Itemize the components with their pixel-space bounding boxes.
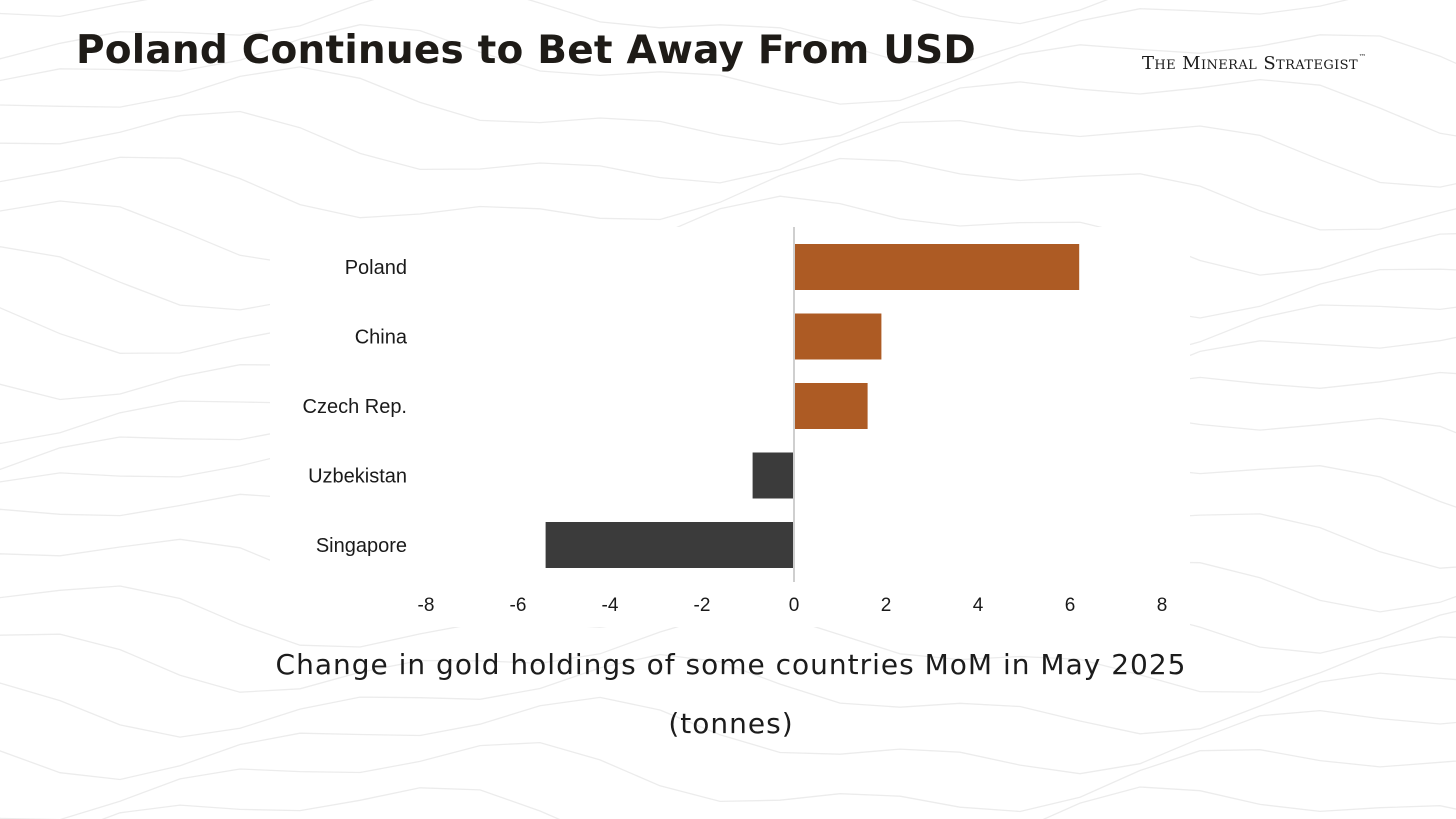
x-tick-label: -8 <box>418 595 435 616</box>
x-tick-label: -2 <box>694 595 711 616</box>
chart-caption: Change in gold holdings of some countrie… <box>275 648 1187 681</box>
x-tick-label: -6 <box>510 595 527 616</box>
x-tick-label: -4 <box>602 595 619 616</box>
contour-line <box>0 195 1456 276</box>
bar-singapore <box>545 522 794 568</box>
bar-czech-rep <box>794 383 868 429</box>
category-label: Singapore <box>316 535 407 557</box>
x-tick-label: 8 <box>1157 595 1168 616</box>
x-tick-label: 2 <box>881 595 892 616</box>
bar-uzbekistan <box>752 452 794 499</box>
contour-line <box>0 696 1456 781</box>
contour-line <box>0 0 1349 64</box>
contour-line <box>0 110 1456 188</box>
contour-line <box>0 653 1456 738</box>
chart-panel: Poland China Czech Rep. Uzbekistan Singapore… <box>270 227 1190 627</box>
category-label: China <box>355 327 408 349</box>
contour-line <box>0 24 1456 105</box>
contour-line <box>0 741 1456 819</box>
x-tick-label: 0 <box>789 595 800 616</box>
brand-trademark: ™ <box>1359 53 1367 61</box>
brand-name: The Mineral Strategist <box>1142 53 1359 74</box>
category-label: Uzbekistan <box>308 466 407 488</box>
x-tick-label: 6 <box>1065 595 1076 616</box>
page-title: Poland Continues to Bet Away From USD <box>76 28 976 73</box>
contour-line <box>0 156 1456 231</box>
bar-poland <box>794 244 1080 290</box>
bar-chart: Poland China Czech Rep. Uzbekistan Singapore… <box>303 227 1168 616</box>
contour-line <box>101 786 1456 819</box>
category-label: Czech Rep. <box>303 396 408 418</box>
x-tick-label: 4 <box>973 595 984 616</box>
category-label: Poland <box>345 257 407 279</box>
bar-china <box>794 313 882 360</box>
chart-caption-units: (tonnes) <box>668 707 794 740</box>
contour-line <box>0 0 1109 25</box>
brand-logo: The Mineral Strategist™ <box>1142 53 1366 74</box>
contour-line <box>0 66 1456 146</box>
